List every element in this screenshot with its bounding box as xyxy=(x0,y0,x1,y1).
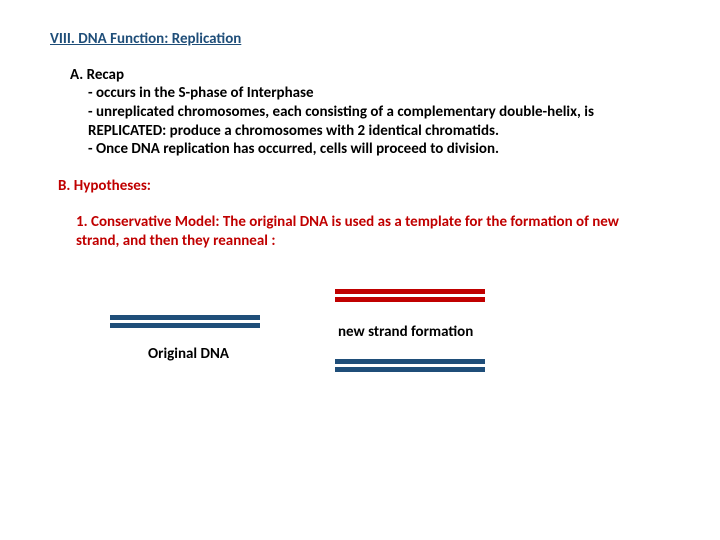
slide-title: VIII. DNA Function: Replication xyxy=(50,30,670,48)
new-blue-strand-bottom xyxy=(335,367,485,372)
section-a-body: - occurs in the S-phase of Interphase - … xyxy=(88,84,670,159)
section-a-heading: A. Recap xyxy=(70,66,670,84)
dna-diagram: Original DNA new strand formation xyxy=(50,279,670,439)
section-a-line-1: - occurs in the S-phase of Interphase xyxy=(88,84,314,102)
original-strand-top xyxy=(110,315,260,320)
section-b-heading: B. Hypotheses: xyxy=(58,177,670,195)
new-strand-label: new strand formation xyxy=(338,323,473,341)
section-b: B. Hypotheses: 1. Conservative Model: Th… xyxy=(58,177,670,251)
new-red-strand-top xyxy=(335,289,485,294)
original-dna-label: Original DNA xyxy=(148,345,229,363)
new-red-strand-bottom xyxy=(335,297,485,302)
original-strand-bottom xyxy=(110,323,260,328)
new-blue-strand-top xyxy=(335,359,485,364)
section-a: A. Recap - occurs in the S-phase of Inte… xyxy=(70,66,670,159)
section-b-body: 1. Conservative Model: The original DNA … xyxy=(76,213,636,251)
section-a-line-2: - unreplicated chromosomes, each consist… xyxy=(88,103,594,140)
section-a-line-3: - Once DNA replication has occurred, cel… xyxy=(88,140,499,158)
